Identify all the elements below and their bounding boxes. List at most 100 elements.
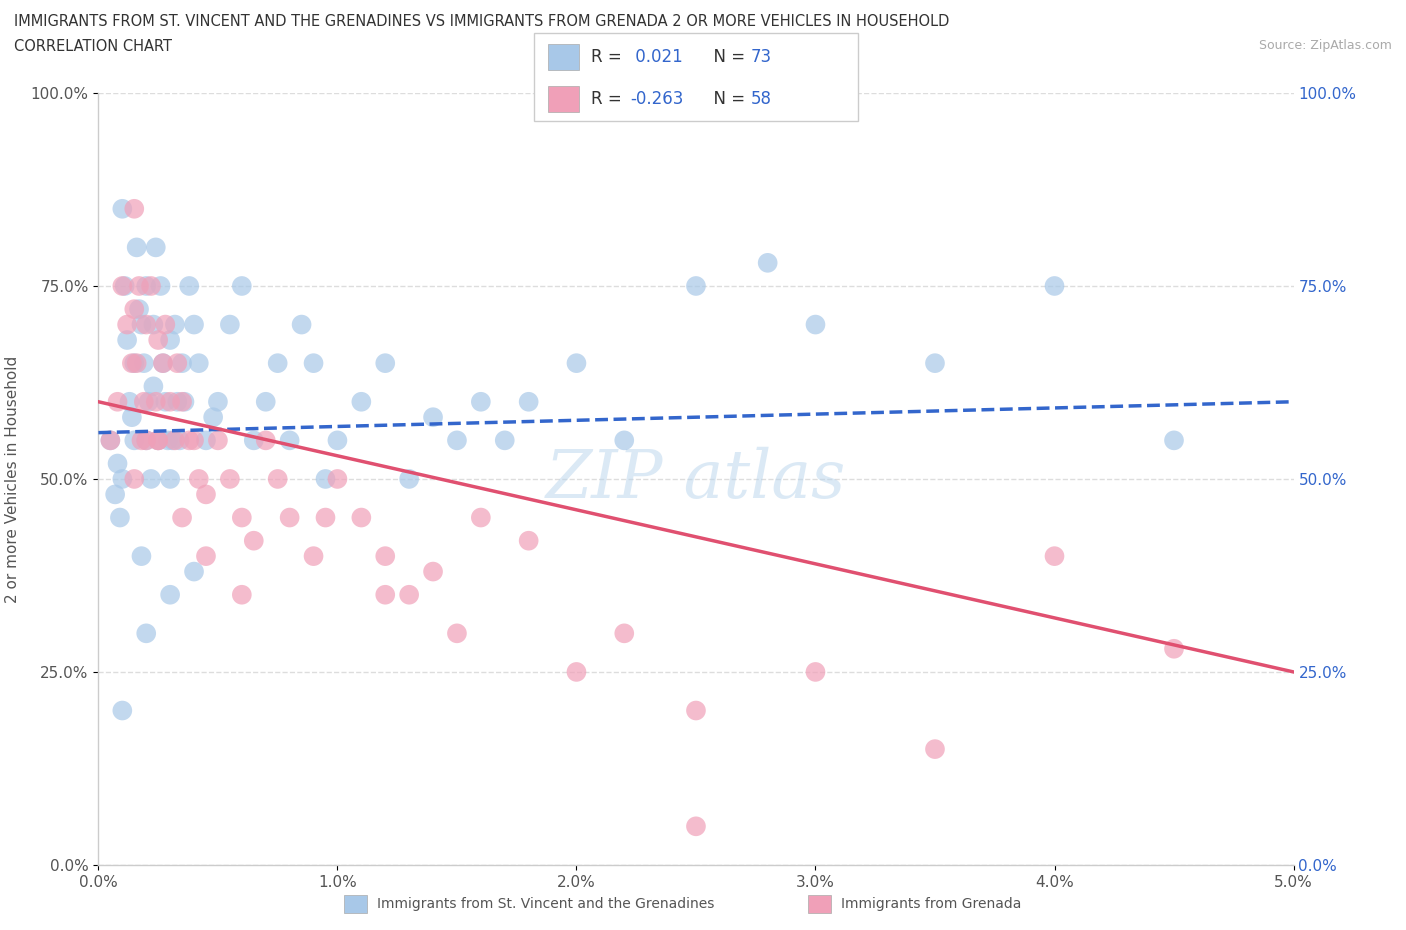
Point (172, 510, 194, 525)
Point (179, 279, 201, 294)
Point (169, 433, 191, 448)
Point (243, 533, 266, 548)
Text: 0.021: 0.021 (630, 47, 683, 66)
Point (219, 317, 242, 332)
Point (302, 549, 325, 564)
Point (131, 433, 153, 448)
Point (254, 433, 277, 448)
Point (219, 472, 242, 486)
Point (207, 433, 229, 448)
Point (163, 317, 186, 332)
Point (139, 472, 162, 486)
Point (124, 202, 146, 217)
Point (118, 394, 141, 409)
Point (107, 456, 129, 471)
Point (195, 549, 218, 564)
Point (159, 472, 181, 486)
Point (131, 549, 153, 564)
Text: ZIP atlas: ZIP atlas (546, 446, 846, 512)
Text: R =: R = (591, 47, 627, 66)
Point (195, 487, 218, 502)
Point (124, 301, 146, 316)
Point (195, 433, 218, 448)
Point (135, 433, 157, 448)
Point (159, 394, 181, 409)
Point (398, 588, 420, 603)
Text: -0.263: -0.263 (630, 90, 683, 108)
Point (183, 433, 205, 448)
Point (159, 588, 181, 603)
Point (98, 433, 122, 448)
Point (121, 356, 143, 371)
Point (162, 433, 184, 448)
Point (111, 472, 134, 486)
Point (231, 588, 253, 603)
Point (142, 379, 165, 393)
Point (565, 665, 588, 680)
Point (163, 433, 186, 448)
Point (1043, 279, 1066, 294)
Point (128, 279, 150, 294)
Point (254, 394, 277, 409)
Point (267, 356, 290, 371)
Point (374, 588, 396, 603)
Text: N =: N = (703, 90, 751, 108)
Point (121, 410, 143, 425)
Point (326, 433, 349, 448)
Text: 58: 58 (751, 90, 772, 108)
Text: Immigrants from St. Vincent and the Grenadines: Immigrants from St. Vincent and the Gren… (377, 897, 714, 911)
Point (422, 565, 444, 579)
Point (111, 703, 134, 718)
Point (152, 356, 174, 371)
Point (243, 433, 266, 448)
Point (207, 394, 229, 409)
Point (138, 394, 160, 409)
Point (114, 279, 136, 294)
Point (446, 433, 468, 448)
Point (124, 356, 146, 371)
Point (278, 510, 301, 525)
Point (231, 279, 253, 294)
Point (139, 279, 162, 294)
Point (131, 317, 153, 332)
Text: Immigrants from Grenada: Immigrants from Grenada (841, 897, 1021, 911)
Point (155, 394, 177, 409)
Point (172, 356, 194, 371)
Point (104, 487, 127, 502)
Point (135, 626, 157, 641)
Point (132, 356, 155, 371)
Point (132, 394, 155, 409)
Point (565, 356, 588, 371)
Point (1043, 549, 1066, 564)
Point (166, 394, 188, 409)
Point (326, 472, 349, 486)
Point (108, 510, 131, 525)
Point (1163, 433, 1185, 448)
Point (98, 433, 122, 448)
Point (202, 410, 225, 425)
Text: IMMIGRANTS FROM ST. VINCENT AND THE GRENADINES VS IMMIGRANTS FROM GRENADA 2 OR M: IMMIGRANTS FROM ST. VINCENT AND THE GREN… (14, 14, 949, 29)
Point (183, 317, 205, 332)
Point (446, 626, 468, 641)
Point (685, 819, 707, 834)
Point (315, 472, 337, 486)
Point (685, 703, 707, 718)
Text: Source: ZipAtlas.com: Source: ZipAtlas.com (1258, 39, 1392, 52)
Y-axis label: 2 or more Vehicles in Household: 2 or more Vehicles in Household (4, 355, 20, 603)
Point (145, 240, 167, 255)
Point (804, 665, 827, 680)
Point (148, 333, 170, 348)
Point (613, 433, 636, 448)
Point (145, 394, 167, 409)
Point (374, 356, 396, 371)
Point (111, 202, 134, 217)
Point (128, 301, 150, 316)
Text: N =: N = (703, 47, 751, 66)
Point (470, 394, 492, 409)
Point (179, 433, 201, 448)
Point (470, 510, 492, 525)
Point (374, 549, 396, 564)
Point (155, 317, 177, 332)
Point (756, 256, 779, 271)
Point (422, 410, 444, 425)
